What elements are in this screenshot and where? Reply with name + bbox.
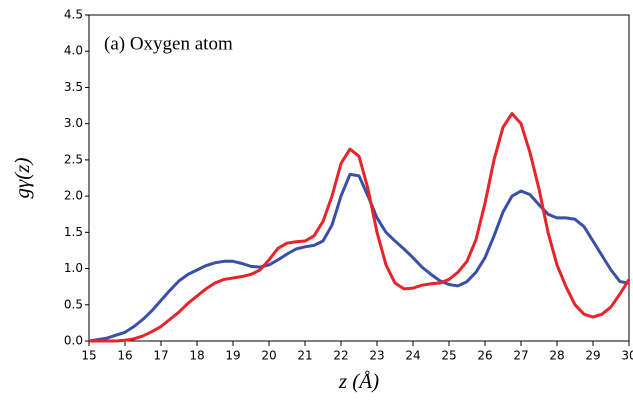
x-tick-label: 30 [621,349,633,363]
y-tick-label: 0.0 [64,334,83,348]
x-tick-label: 21 [297,349,312,363]
x-tick-label: 19 [225,349,240,363]
x-tick-label: 15 [81,349,96,363]
y-axis-label: gγ(z) [10,158,34,199]
x-tick-label: 26 [477,349,492,363]
y-tick-label: 1.0 [64,261,83,275]
y-tick-label: 2.0 [64,189,83,203]
y-tick-label: 0.5 [64,297,83,311]
x-tick-label: 16 [117,349,132,363]
annotation: (a) Oxygen atom [104,33,233,54]
y-tick-label: 1.5 [64,225,83,239]
y-tick-label: 4.0 [64,44,83,58]
y-tick-label: 4.5 [64,8,83,22]
x-tick-label: 29 [585,349,600,363]
x-tick-label: 20 [261,349,276,363]
y-tick-label: 3.5 [64,80,83,94]
x-tick-label: 24 [405,349,420,363]
y-tick-label: 3.0 [64,116,83,130]
x-tick-label: 18 [189,349,204,363]
x-tick-label: 27 [513,349,528,363]
y-tick-label: 2.5 [64,152,83,166]
series-line [88,172,630,343]
x-tick-label: 25 [441,349,456,363]
x-tick-label: 23 [369,349,384,363]
x-tick-label: 28 [549,349,564,363]
series-line [89,112,631,343]
x-tick-label: 17 [153,349,168,363]
x-axis-label: z (Å) [338,369,379,393]
x-tick-label: 22 [333,349,348,363]
plot-frame [88,14,630,342]
